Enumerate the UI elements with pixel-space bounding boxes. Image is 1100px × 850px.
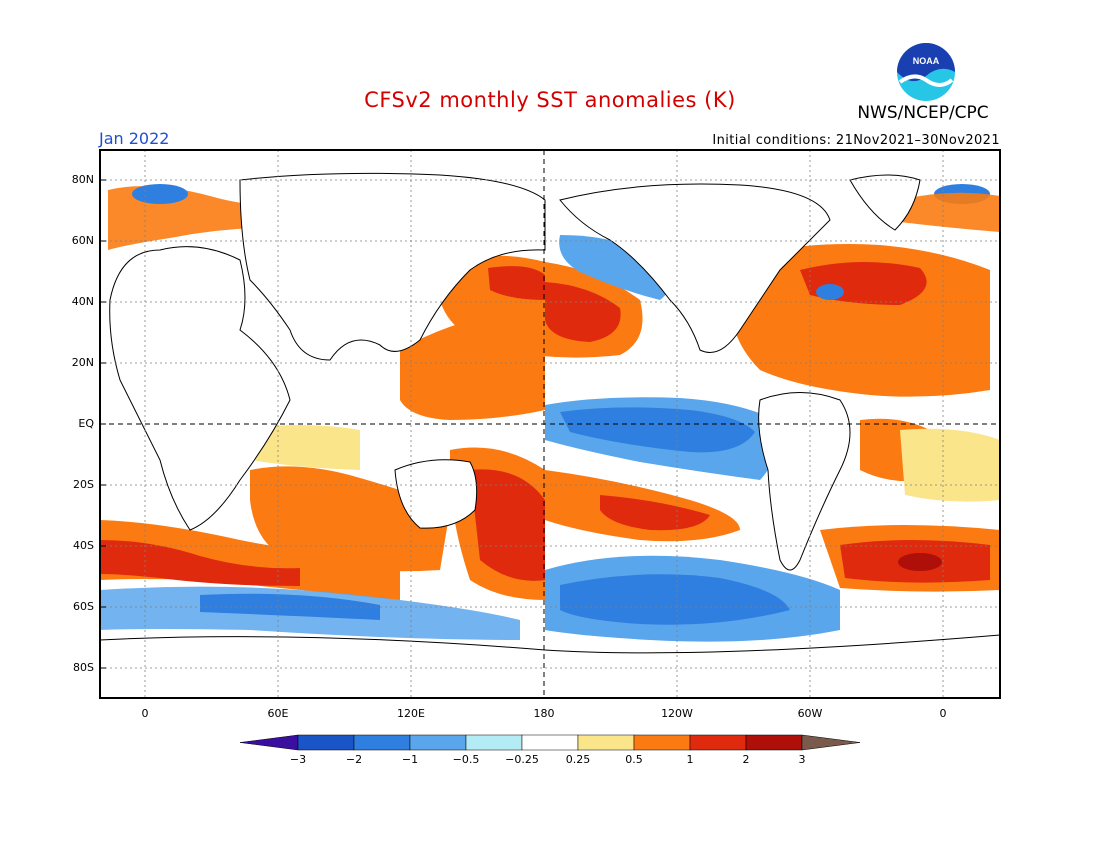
- graticule: [100, 150, 1000, 698]
- lat-label-40s: 40S: [73, 539, 94, 552]
- lon-label-120e: 120E: [397, 707, 425, 720]
- colorbar-tick-label: 1: [686, 753, 694, 766]
- colorbar-segment: [521, 734, 579, 751]
- colorbar-tick-label: −1: [401, 753, 419, 766]
- lat-label-eq: EQ: [78, 417, 94, 430]
- colorbar-tick-label: 2: [742, 753, 750, 766]
- lon-label-60w: 60W: [797, 707, 823, 720]
- colorbar-tick-label: 0.25: [565, 753, 591, 766]
- colorbar-segment: [633, 734, 691, 751]
- lat-label-20n: 20N: [71, 356, 94, 369]
- colorbar-segment: [465, 734, 523, 751]
- colorbar-tick-label: −3: [289, 753, 307, 766]
- initial-conditions: Initial conditions: 21Nov2021–30Nov2021: [712, 133, 1000, 148]
- agency-label: NWS/NCEP/CPC: [857, 103, 989, 123]
- lon-label-0-east: 0: [939, 707, 947, 720]
- colorbar-tick-label: 0.5: [625, 753, 643, 766]
- lon-label-120w: 120W: [661, 707, 693, 720]
- lat-label-20s: 20S: [73, 478, 94, 491]
- colorbar-tick-label: −0.5: [452, 753, 480, 766]
- lat-label-40n: 40N: [71, 295, 94, 308]
- colorbar-tick-label: −0.25: [505, 753, 539, 766]
- map-title: CFSv2 monthly SST anomalies (K): [364, 88, 736, 112]
- lon-label-0: 0: [141, 707, 149, 720]
- colorbar-segment: [409, 734, 467, 751]
- colorbar-segment: [745, 734, 803, 751]
- noaa-logo-text: NOAA: [913, 56, 940, 66]
- colorbar-tick-label: 3: [798, 753, 806, 766]
- colorbar-tick-label: −2: [345, 753, 363, 766]
- colorbar-segment: [297, 734, 355, 751]
- noaa-logo: NOAA: [897, 43, 955, 101]
- lon-label-180: 180: [533, 707, 555, 720]
- lat-label-80n: 80N: [71, 173, 94, 186]
- lat-label-80s: 80S: [73, 661, 94, 674]
- lat-label-60s: 60S: [73, 600, 94, 613]
- colorbar-segment: [353, 734, 411, 751]
- anomaly-field: [100, 184, 1000, 642]
- forecast-month: Jan 2022: [99, 129, 170, 148]
- continents: [100, 172, 1000, 698]
- colorbar-extend-low: [239, 734, 299, 751]
- colorbar-segment: [577, 734, 635, 751]
- colorbar-extend-high: [801, 734, 861, 751]
- lon-label-60e: 60E: [267, 707, 289, 720]
- colorbar-segment: [689, 734, 747, 751]
- lat-label-60n: 60N: [71, 234, 94, 247]
